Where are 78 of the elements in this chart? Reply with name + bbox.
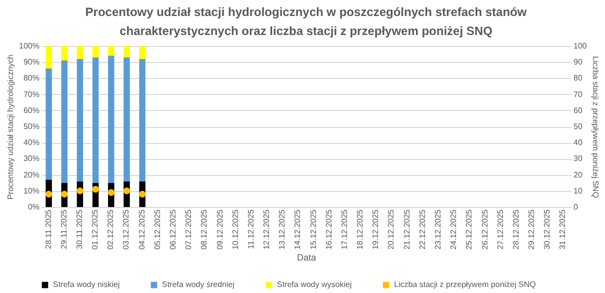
x-tick-label: 20.12.2025 <box>386 208 396 250</box>
y2-tick-label: 70 <box>574 90 583 99</box>
x-tick-label: 17.12.2025 <box>340 208 349 250</box>
x-tick-label: 02.12.2025 <box>106 208 116 250</box>
y-tick-label: 30% <box>23 154 40 164</box>
y2-tick-label: 20 <box>574 170 583 180</box>
y2-tick-label: 90 <box>574 58 583 67</box>
legend-label: Strefa wody średniej <box>162 280 235 289</box>
x-tick-label: 22.12.2025 <box>418 208 427 250</box>
x-tick-label: 08.12.2025 <box>200 208 209 250</box>
x-tick-label: 25.12.2025 <box>464 208 474 250</box>
x-tick-label: 01.12.2025 <box>90 208 100 250</box>
bar <box>46 46 52 69</box>
y-tick-label: 50% <box>23 122 40 131</box>
y-axis-title: Procentowy udział stacji hydrologicznych <box>6 54 16 200</box>
x-tick-label: 07.12.2025 <box>184 208 194 250</box>
x-axis-title: Data <box>296 252 316 263</box>
x-tick-label: 03.12.2025 <box>122 208 131 250</box>
y-tick-label: 10% <box>23 186 40 196</box>
bar <box>139 58 146 182</box>
x-tick-label: 28.11.2025 <box>44 208 53 249</box>
x-tick-label: 11.12.2025 <box>246 208 256 249</box>
x-tick-label: 31.12.2025 <box>558 208 568 250</box>
chart-title: Procentowy udział stacji hydrologicznych w poszczególnych strefach stanów charakterystycznych oraz liczba stacji z przepływem poniżej SNQ <box>85 5 528 38</box>
x-tick-label: 16.12.2025 <box>324 208 334 250</box>
y2-axis-title: Liczba stacji z przepływem poniżej SNQ <box>590 56 600 198</box>
y-tick-label: 100% <box>19 42 40 50</box>
x-tick-label: 29.12.2025 <box>527 208 536 250</box>
x-tick-label: 18.12.2025 <box>356 208 365 250</box>
y-tick-label: 70% <box>23 90 40 99</box>
x-tick-label: 13.12.2025 <box>278 208 287 250</box>
y2-tick-label: 60 <box>574 106 583 115</box>
bar <box>76 46 84 59</box>
bar <box>124 46 130 58</box>
x-tick-label: 27.12.2025 <box>496 208 505 250</box>
x-tick-label: 21.12.2025 <box>402 208 412 250</box>
y-tick-label: 90% <box>23 58 40 67</box>
x-tick-label: 26.12.2025 <box>480 208 490 250</box>
x-tick-label: 10.12.2025 <box>230 208 240 250</box>
bar <box>92 46 99 58</box>
x-tick-label: 06.12.2025 <box>168 208 178 250</box>
bar <box>108 56 114 183</box>
y-tick-label: 40% <box>23 138 40 148</box>
bar <box>61 60 68 183</box>
y-tick-label: 0% <box>28 202 40 212</box>
x-tick-label: 14.12.2025 <box>293 208 302 250</box>
x-tick-label: 30.12.2025 <box>542 208 552 250</box>
x-tick-label: 15.12.2025 <box>308 208 318 250</box>
x-tick-label: 24.12.2025 <box>449 208 458 250</box>
x-tick-label: 29.11.2025 <box>59 208 68 249</box>
y2-tick-label: 80 <box>574 74 583 83</box>
x-tick-label: 30.11.2025 <box>74 208 84 249</box>
legend-label: Liczba stacji z przepływem poniżej SNQ <box>394 280 536 289</box>
y-tick-label: 80% <box>23 74 40 83</box>
bar <box>139 46 146 59</box>
y2-tick-label: 10 <box>574 186 583 196</box>
y2-tick-label: 30 <box>574 154 583 164</box>
x-tick-label: 09.12.2025 <box>215 208 224 250</box>
y-tick-label: 60% <box>23 106 40 115</box>
x-tick-label: 12.12.2025 <box>262 208 272 250</box>
legend-label: Strefa wody niskiej <box>53 280 120 289</box>
bar <box>46 68 52 180</box>
bar <box>124 57 130 182</box>
y2-tick-label: 50 <box>574 122 583 131</box>
bar <box>92 57 99 183</box>
y2-tick-label: 40 <box>574 138 583 148</box>
x-tick-label: 05.12.2025 <box>152 208 162 250</box>
x-tick-label: 23.12.2025 <box>434 208 442 250</box>
bar <box>76 58 84 182</box>
y2-tick-label: 100 <box>574 42 588 50</box>
y-tick-label: 20% <box>23 170 40 180</box>
legend-label: Strefa wody wysokiej <box>277 280 352 289</box>
bar <box>108 46 114 56</box>
x-tick-label: 19.12.2025 <box>371 208 380 250</box>
y2-tick-label: 0 <box>574 202 578 212</box>
x-tick-label: 04.12.2025 <box>137 208 146 250</box>
bar <box>61 46 68 60</box>
x-tick-label: 28.12.2025 <box>511 208 520 250</box>
